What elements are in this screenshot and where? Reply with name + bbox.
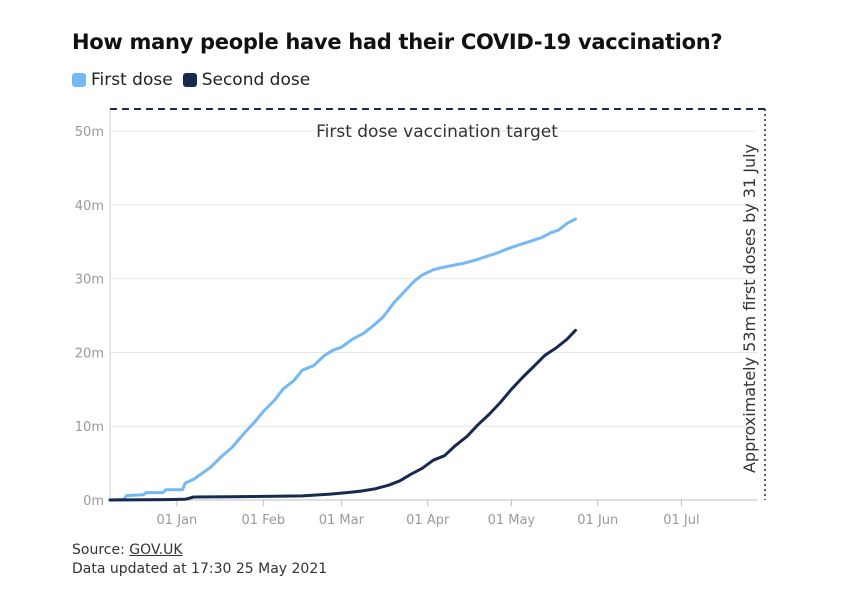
x-tick-label: 01 Mar	[319, 513, 365, 528]
legend-label-first-dose: First dose	[91, 70, 173, 90]
source-line: Source: GOV.UK	[72, 541, 327, 560]
deadline-label: Approximately 53m first doses by 31 July	[740, 144, 759, 473]
y-tick-label: 20m	[75, 346, 104, 361]
y-tick-label: 30m	[75, 273, 104, 288]
first-dose-line	[108, 217, 577, 502]
axes: 0m 10m 20m 30m 40m 50m 01 Jan 01 Feb 01 Mar 01 Ap…	[75, 109, 757, 528]
x-tick-label: 01 Jul	[663, 513, 699, 528]
legend-label-second-dose: Second dose	[201, 70, 311, 90]
legend-item-second-dose: Second dose	[182, 70, 311, 90]
x-tick-label: 01 Jan	[157, 513, 198, 528]
footer: Source: GOV.UK Data updated at 17:30 25 …	[72, 541, 327, 579]
source-prefix: Source:	[72, 542, 130, 558]
second-dose-line	[108, 328, 577, 502]
updated-text: Data updated at 17:30 25 May 2021	[72, 561, 328, 577]
source-link[interactable]: GOV.UK	[129, 542, 183, 558]
y-tick-label: 0m	[83, 494, 104, 509]
y-tick-label: 40m	[75, 199, 104, 214]
legend-item-first-dose: First dose	[72, 70, 173, 90]
x-tick-label: 01 May	[488, 513, 536, 528]
y-tick-label: 10m	[75, 420, 104, 435]
chart-title: How many people have had their COVID-19 …	[72, 30, 723, 54]
y-tick-label: 50m	[75, 125, 104, 140]
annotations: First dose vaccination target Approximate…	[110, 108, 766, 500]
first-dose-swatch	[72, 73, 86, 87]
target-label: First dose vaccination target	[316, 122, 558, 142]
legend: First dose Second dose	[72, 70, 320, 90]
second-dose-swatch	[182, 73, 197, 87]
x-tick-label: 01 Apr	[406, 513, 450, 528]
x-tick-label: 01 Jun	[577, 513, 618, 528]
gridlines	[110, 130, 757, 427]
series	[108, 217, 577, 502]
x-tick-label: 01 Feb	[241, 513, 285, 528]
